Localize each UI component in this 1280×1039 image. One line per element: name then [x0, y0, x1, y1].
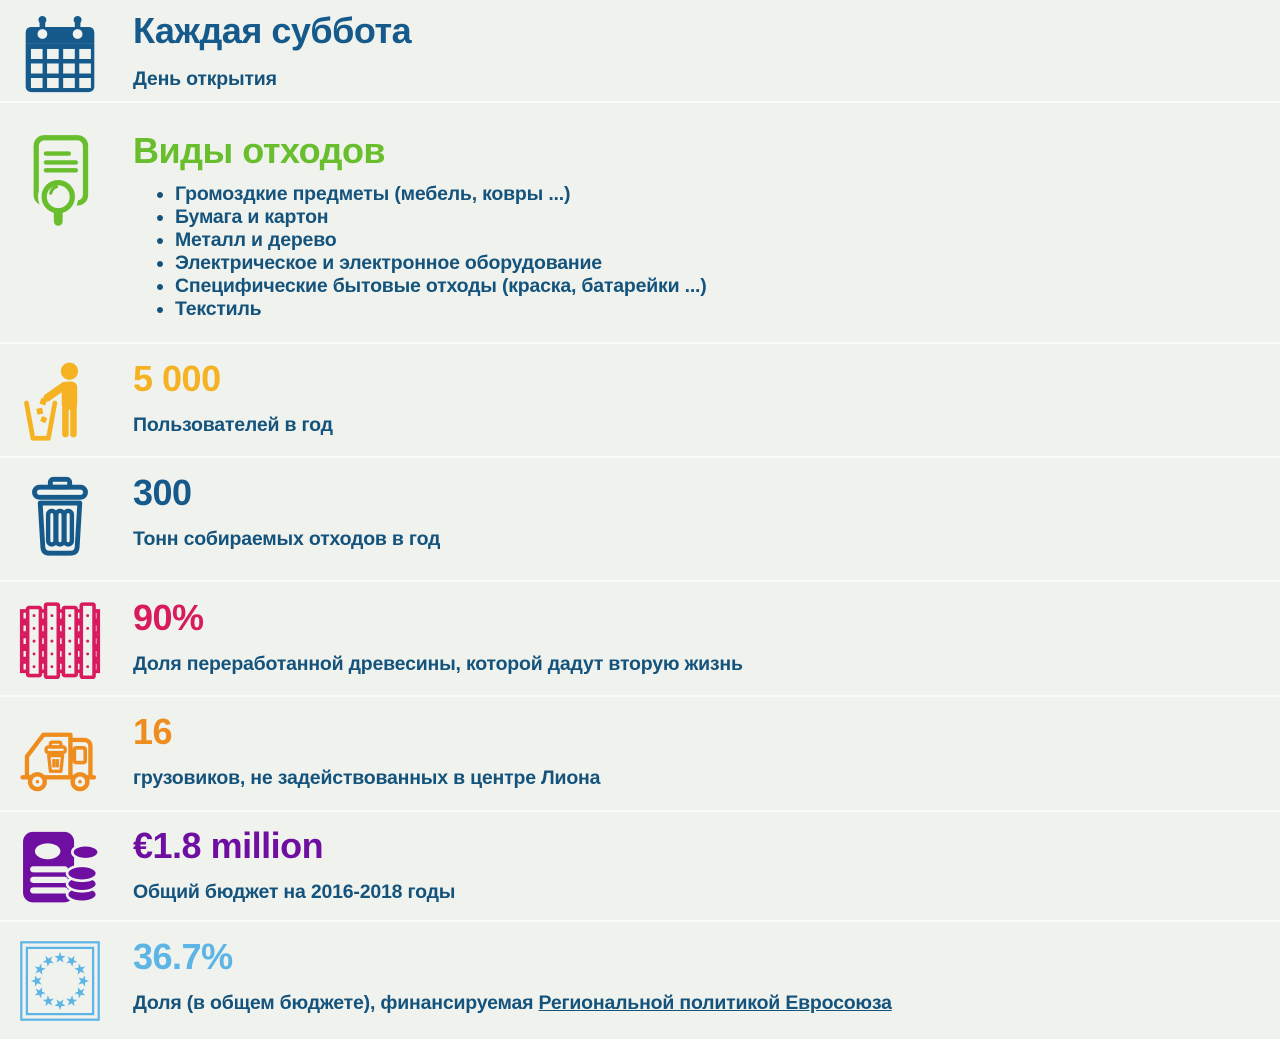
stat-row-opening-day: Каждая суббота День открытия: [0, 0, 1280, 103]
waste-types-list: Громоздкие предметы (мебель, ковры ...) …: [133, 183, 1280, 321]
stat-row-wood: 90% Доля переработанной древесины, котор…: [0, 582, 1280, 697]
stat-value: 36.7%: [133, 936, 233, 977]
list-item: Громоздкие предметы (мебель, ковры ...): [175, 183, 1280, 206]
row-title: Виды отходов: [133, 130, 386, 171]
eu-regional-policy-link[interactable]: Региональной политикой Евросоюза: [538, 991, 892, 1014]
stat-row-trucks: 16 грузовиков, не задействованных в цент…: [0, 697, 1280, 812]
stat-label: Тонн собираемых отходов в год: [133, 527, 441, 550]
stat-label: Доля (в общем бюджете), финансируемая Ре…: [133, 992, 1280, 1015]
stat-value: €1.8 million: [133, 825, 324, 866]
stat-label: Доля переработанной древесины, которой д…: [133, 652, 743, 675]
stat-row-eu-share: 36.7% Доля (в общем бюджете), финансируе…: [0, 922, 1280, 1039]
stat-label: грузовиков, не задействованных в центре …: [133, 766, 601, 789]
stat-label: Пользователей в год: [133, 413, 333, 436]
truck-icon: [8, 713, 112, 793]
list-item: Специфические бытовые отходы (краска, ба…: [175, 275, 1280, 298]
trash-bin-icon: [8, 474, 112, 562]
stat-row-tons: 300 Тонн собираемых отходов в год: [0, 458, 1280, 582]
list-item: Текстиль: [175, 298, 1280, 321]
money-icon: [8, 827, 112, 909]
row-title: Каждая суббота: [133, 10, 412, 51]
stat-label-text: Доля (в общем бюджете), финансируемая: [133, 991, 539, 1014]
stat-row-users: 5 000 Пользователей в год: [0, 344, 1280, 458]
eu-flag-icon: [8, 938, 112, 1024]
stat-row-waste-types: Виды отходов Громоздкие предметы (мебель…: [0, 103, 1280, 344]
stat-value: 5 000: [133, 358, 221, 399]
litter-person-icon: [8, 360, 112, 446]
calendar-icon: [8, 12, 112, 100]
stat-label: Общий бюджет на 2016-2018 годы: [133, 880, 456, 903]
document-magnifier-icon: [8, 132, 112, 228]
stat-value: 90%: [133, 597, 204, 638]
stat-value: 300: [133, 472, 192, 513]
list-item: Бумага и картон: [175, 206, 1280, 229]
wood-fence-icon: [8, 599, 112, 679]
list-item: Электрическое и электронное оборудование: [175, 252, 1280, 275]
list-item: Металл и дерево: [175, 229, 1280, 252]
row-label: День открытия: [133, 67, 277, 90]
stat-value: 16: [133, 711, 173, 752]
stat-row-budget: €1.8 million Общий бюджет на 2016-2018 г…: [0, 812, 1280, 922]
